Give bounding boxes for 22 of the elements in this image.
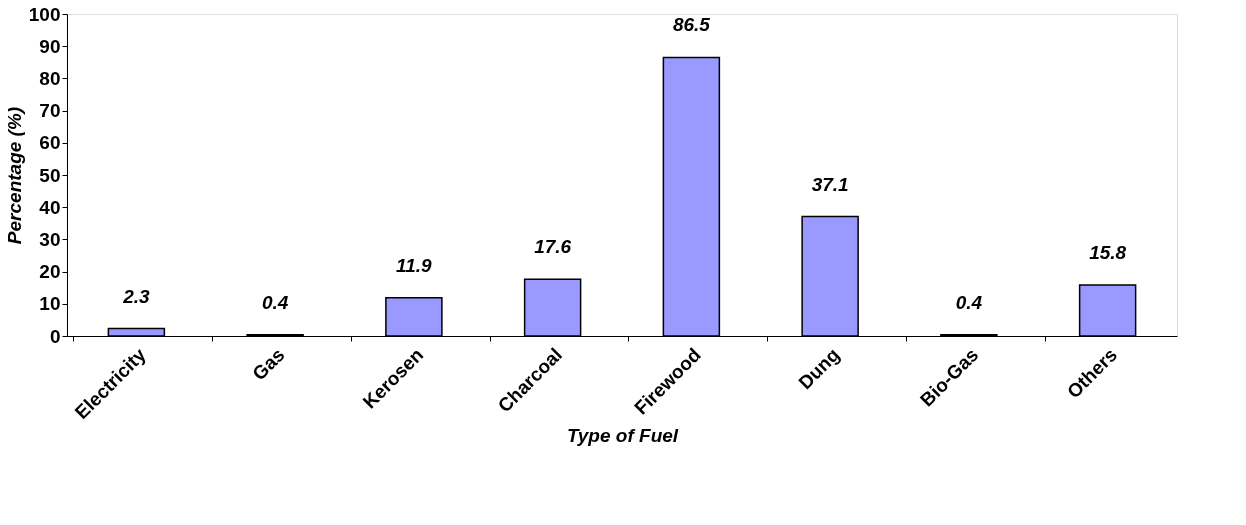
y-tick-label: 0 [49, 325, 61, 347]
y-tick-label: 20 [39, 261, 61, 283]
x-axis-title: Type of Fuel [566, 425, 679, 447]
y-tick-label: 10 [39, 293, 61, 315]
y-axis-title: Percentage (%) [3, 106, 25, 245]
data-label: 2.3 [122, 285, 151, 307]
data-label: 0.4 [261, 291, 289, 313]
y-tick-label: 100 [28, 3, 61, 25]
data-label: 11.9 [396, 254, 433, 276]
data-label: 37.1 [811, 173, 849, 195]
data-label: 86.5 [672, 14, 711, 36]
y-tick-label: 40 [39, 196, 61, 218]
y-tick-label: 80 [39, 67, 61, 89]
x-tick-label: Gas [248, 344, 289, 385]
y-tick-label: 90 [39, 35, 61, 57]
data-label: 15.8 [1089, 242, 1127, 264]
data-label: 17.6 [534, 236, 572, 258]
y-tick-label: 50 [39, 164, 61, 186]
data-label: 0.4 [955, 291, 983, 313]
y-tick-label: 70 [39, 100, 61, 122]
y-tick-label: 30 [39, 228, 61, 250]
y-tick-label: 60 [39, 132, 61, 154]
